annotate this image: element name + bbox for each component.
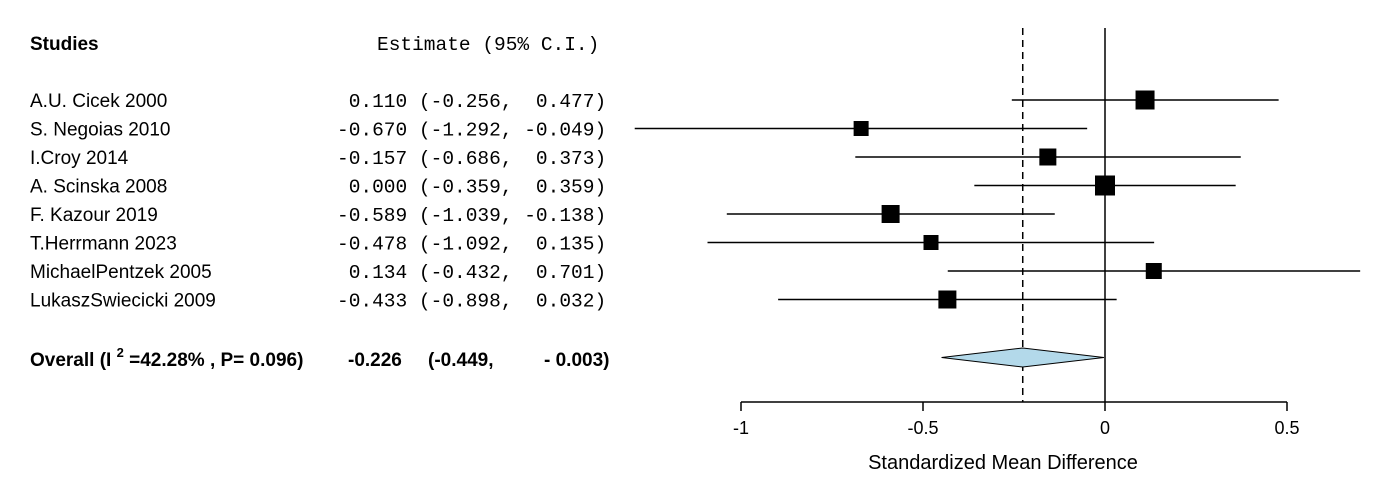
x-axis-layer: -1 -0.5 0 0.5 xyxy=(733,401,1300,438)
study-row: A. Scinska 2008 0.000 (-0.359, 0.359) xyxy=(30,175,1236,199)
study-label: I.Croy 2014 xyxy=(30,148,129,169)
study-estimate-text: -0.670 (-1.292, -0.049) xyxy=(337,120,606,142)
overall-label-superscript: 2 xyxy=(117,345,124,360)
study-estimate-text: -0.157 (-0.686, 0.373) xyxy=(337,148,606,170)
studies-column-header: Studies xyxy=(30,34,99,55)
overall-ci-high: - 0.003) xyxy=(544,350,609,371)
effect-size-square xyxy=(923,235,939,250)
overall-label-prefix: Overall (I xyxy=(30,350,111,371)
study-estimate-text: -0.433 (-0.898, 0.032) xyxy=(337,291,606,313)
x-axis-tick-label: 0.5 xyxy=(1274,418,1299,438)
study-estimate-text: -0.478 (-1.092, 0.135) xyxy=(337,234,606,256)
effect-size-square xyxy=(1145,263,1162,279)
study-row: MichaelPentzek 2005 0.134 (-0.432, 0.701… xyxy=(30,262,1361,284)
x-axis-tick-label: 0 xyxy=(1100,418,1110,438)
estimate-column-header: Estimate (95% C.I.) xyxy=(377,34,599,56)
overall-diamond xyxy=(941,347,1104,368)
effect-size-square xyxy=(881,205,900,223)
effect-size-square xyxy=(1039,148,1057,166)
study-label: A. Scinska 2008 xyxy=(30,177,167,198)
study-label: LukaszSwiecicki 2009 xyxy=(30,291,216,312)
study-label: F. Kazour 2019 xyxy=(30,205,158,226)
study-estimate-text: 0.000 (-0.359, 0.359) xyxy=(337,177,606,199)
overall-diamond-layer xyxy=(941,347,1104,368)
reference-lines-layer xyxy=(1021,28,1106,402)
study-label: T.Herrmann 2023 xyxy=(30,234,177,255)
x-axis-tick-label: -1 xyxy=(733,418,749,438)
study-label: MichaelPentzek 2005 xyxy=(30,262,212,283)
study-estimate-text: 0.110 (-0.256, 0.477) xyxy=(337,91,606,113)
study-rows-layer: A.U. Cicek 2000 0.110 (-0.256, 0.477) S. … xyxy=(30,90,1361,313)
study-estimate-text: 0.134 (-0.432, 0.701) xyxy=(337,262,606,284)
study-row: F. Kazour 2019 -0.589 (-1.039, -0.138) xyxy=(30,205,1055,227)
study-row: I.Croy 2014 -0.157 (-0.686, 0.373) xyxy=(30,148,1241,170)
overall-ci-low: (-0.449, xyxy=(428,350,493,371)
overall-label: Overall (I 2 =42.28% , P= 0.096) xyxy=(30,341,303,371)
x-axis-tick-label: -0.5 xyxy=(907,418,938,438)
effect-size-square xyxy=(1095,175,1115,196)
effect-size-square xyxy=(938,290,957,309)
study-row: S. Negoias 2010 -0.670 (-1.292, -0.049) xyxy=(30,120,1088,142)
overall-estimate-value: -0.226 xyxy=(348,350,402,371)
study-row: LukaszSwiecicki 2009 -0.433 (-0.898, 0.03… xyxy=(30,290,1117,313)
study-estimate-text: -0.589 (-1.039, -0.138) xyxy=(337,205,606,227)
study-label: A.U. Cicek 2000 xyxy=(30,91,167,112)
study-row: A.U. Cicek 2000 0.110 (-0.256, 0.477) xyxy=(30,90,1279,113)
effect-size-square xyxy=(1135,90,1155,110)
overall-label-suffix: =42.28% , P= 0.096) xyxy=(129,350,303,371)
study-label: S. Negoias 2010 xyxy=(30,120,171,141)
study-row: T.Herrmann 2023 -0.478 (-1.092, 0.135) xyxy=(30,234,1155,256)
effect-size-square xyxy=(853,121,869,136)
x-axis-title: Standardized Mean Difference xyxy=(868,452,1138,474)
